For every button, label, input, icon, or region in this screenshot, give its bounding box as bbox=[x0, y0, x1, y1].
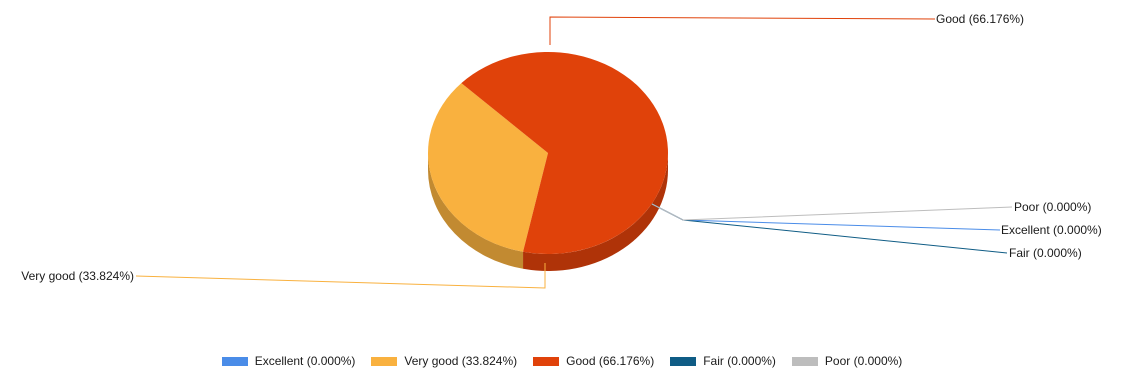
legend: Excellent (0.000%) Very good (33.824%) Goo… bbox=[0, 352, 1124, 370]
legend-swatch-fair bbox=[670, 356, 697, 366]
legend-label-very-good: Very good (33.824%) bbox=[404, 354, 518, 368]
leader-line-very-good bbox=[135, 263, 546, 289]
legend-item-fair[interactable]: Fair (0.000%) bbox=[670, 354, 776, 368]
legend-swatch-very-good bbox=[371, 356, 398, 366]
legend-label-fair: Fair (0.000%) bbox=[703, 354, 776, 368]
slice-very-good bbox=[428, 83, 548, 252]
leader-line-good bbox=[549, 16, 936, 45]
legend-label-good: Good (66.176%) bbox=[566, 354, 655, 368]
pie-depth bbox=[428, 153, 669, 272]
data-label-poor: Poor (0.000%) bbox=[1014, 200, 1091, 214]
leader-lines bbox=[135, 16, 1013, 289]
leader-line-excellent bbox=[651, 203, 1001, 231]
legend-item-poor[interactable]: Poor (0.000%) bbox=[791, 354, 903, 368]
legend-swatch-excellent bbox=[221, 356, 248, 366]
legend-label-poor: Poor (0.000%) bbox=[824, 354, 903, 368]
data-label-excellent: Excellent (0.000%) bbox=[1001, 223, 1102, 237]
slice-side-good bbox=[523, 153, 669, 272]
data-label-good: Good (66.176%) bbox=[936, 12, 1024, 26]
legend-item-good[interactable]: Good (66.176%) bbox=[533, 354, 654, 368]
pie-chart: Excellent (0.000%) Very good (33.824%) Goo… bbox=[21, 12, 1102, 289]
legend-swatch-good bbox=[533, 356, 560, 366]
legend-item-very-good[interactable]: Very good (33.824%) bbox=[371, 354, 517, 368]
data-label-very-good: Very good (33.824%) bbox=[21, 269, 134, 283]
data-labels: Excellent (0.000%) Very good (33.824%) Goo… bbox=[21, 12, 1101, 283]
slice-side-very-good bbox=[428, 153, 524, 269]
data-label-fair: Fair (0.000%) bbox=[1009, 246, 1082, 260]
legend-item-excellent[interactable]: Excellent (0.000%) bbox=[221, 354, 356, 368]
legend-swatch-poor bbox=[791, 356, 818, 366]
leader-line-poor bbox=[651, 203, 1013, 221]
pie-slices bbox=[428, 51, 668, 254]
legend-label-excellent: Excellent (0.000%) bbox=[254, 354, 356, 368]
slice-good bbox=[461, 51, 668, 254]
